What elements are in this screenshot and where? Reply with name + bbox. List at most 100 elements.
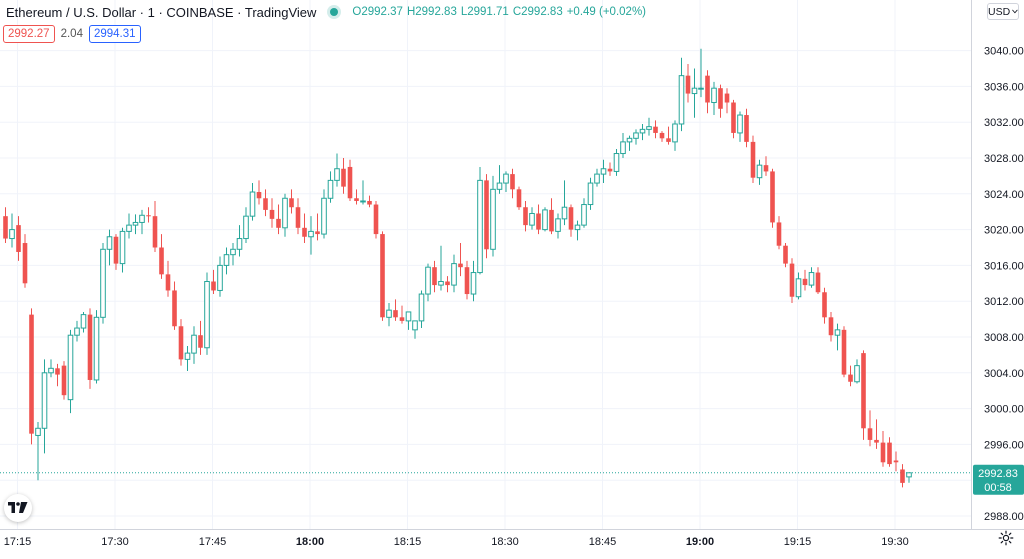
candle[interactable] — [600, 159, 607, 184]
candle[interactable] — [211, 269, 216, 295]
candle[interactable] — [217, 256, 223, 297]
candle[interactable] — [399, 305, 405, 324]
candle[interactable] — [510, 168, 515, 199]
candle[interactable] — [613, 149, 620, 176]
candle[interactable] — [737, 111, 743, 142]
candle[interactable] — [347, 159, 353, 201]
candle[interactable] — [718, 84, 723, 118]
candle[interactable] — [35, 422, 41, 481]
candle[interactable] — [230, 243, 236, 266]
candle[interactable] — [731, 99, 736, 139]
candle[interactable] — [178, 319, 184, 366]
candle[interactable] — [432, 260, 437, 293]
candle[interactable] — [74, 320, 80, 342]
candle[interactable] — [204, 272, 210, 355]
candle[interactable] — [276, 204, 281, 235]
candle[interactable] — [61, 361, 67, 400]
candle[interactable] — [789, 258, 795, 303]
candle[interactable] — [841, 326, 847, 378]
candle[interactable] — [249, 183, 256, 221]
candle[interactable] — [620, 132, 626, 158]
candle[interactable] — [776, 216, 782, 250]
candle[interactable] — [80, 311, 87, 333]
candle[interactable] — [184, 345, 191, 372]
price-axis[interactable]: 2988.002992.002996.003000.003004.003008.… — [984, 46, 1024, 523]
candle[interactable] — [22, 234, 28, 288]
candle[interactable] — [321, 189, 327, 239]
candle[interactable] — [119, 227, 126, 273]
candle[interactable] — [763, 156, 769, 176]
candle[interactable] — [386, 302, 392, 327]
ask-price-button[interactable]: 2994.31 — [88, 25, 141, 43]
candle[interactable] — [587, 177, 594, 210]
candle[interactable] — [607, 162, 613, 176]
candle[interactable] — [302, 213, 307, 244]
candle[interactable] — [48, 359, 54, 378]
candle[interactable] — [711, 81, 717, 116]
candle[interactable] — [802, 269, 808, 291]
candle[interactable] — [477, 166, 483, 275]
candle[interactable] — [529, 207, 535, 230]
candle[interactable] — [126, 213, 132, 239]
candle[interactable] — [503, 171, 509, 193]
candle[interactable] — [874, 419, 879, 449]
time-axis[interactable]: 17:15 17:30 17:45 18:00 18:15 18:30 18:45 19:00… — [4, 536, 909, 548]
candle[interactable] — [893, 451, 899, 472]
candle[interactable] — [360, 180, 366, 205]
candle[interactable] — [659, 131, 665, 142]
candle[interactable] — [822, 287, 827, 324]
candle[interactable] — [9, 213, 15, 248]
candle[interactable] — [880, 430, 886, 467]
candle[interactable] — [900, 464, 905, 488]
candle[interactable] — [354, 189, 359, 205]
candle[interactable] — [581, 198, 587, 228]
candle[interactable] — [561, 180, 568, 226]
candle[interactable] — [367, 195, 372, 208]
candle[interactable] — [756, 159, 763, 185]
candle[interactable] — [113, 234, 119, 270]
candle[interactable] — [191, 326, 197, 364]
candle[interactable] — [854, 359, 860, 384]
candle[interactable] — [887, 437, 892, 467]
candle[interactable] — [646, 117, 652, 136]
candle[interactable] — [555, 213, 561, 239]
candle[interactable] — [41, 359, 48, 454]
candle[interactable] — [633, 129, 639, 145]
candle[interactable] — [172, 281, 177, 330]
candle[interactable] — [146, 207, 151, 223]
candle[interactable] — [698, 48, 704, 98]
candle[interactable] — [93, 310, 100, 384]
candle[interactable] — [256, 180, 262, 205]
candle[interactable] — [269, 198, 275, 228]
candle[interactable] — [724, 88, 730, 114]
candle[interactable] — [549, 198, 554, 235]
candle[interactable] — [405, 311, 412, 330]
candle[interactable] — [380, 231, 385, 321]
candle[interactable] — [828, 311, 834, 342]
symbol-title[interactable]: Ethereum / U.S. Dollar · 1 · COINBASE · … — [6, 4, 317, 20]
candle[interactable] — [594, 168, 600, 187]
candle[interactable] — [490, 175, 496, 257]
candle[interactable] — [484, 174, 489, 259]
candle[interactable] — [672, 120, 678, 151]
candle[interactable] — [263, 189, 268, 217]
candle[interactable] — [691, 68, 698, 118]
candle[interactable] — [132, 214, 139, 235]
candle[interactable] — [678, 57, 685, 132]
candle[interactable] — [770, 168, 775, 228]
candle[interactable] — [236, 225, 243, 257]
candle[interactable] — [568, 204, 574, 237]
tradingview-logo-icon[interactable] — [4, 494, 32, 522]
candle[interactable] — [327, 171, 334, 203]
currency-selector[interactable]: USD — [987, 3, 1019, 20]
candle[interactable] — [289, 189, 294, 214]
candle[interactable] — [750, 135, 756, 184]
candle[interactable] — [282, 193, 288, 237]
candle[interactable] — [198, 320, 203, 355]
candle[interactable] — [685, 64, 691, 103]
candle[interactable] — [159, 234, 164, 279]
candle[interactable] — [626, 135, 633, 151]
candle[interactable] — [744, 108, 749, 148]
candle[interactable] — [516, 186, 522, 210]
